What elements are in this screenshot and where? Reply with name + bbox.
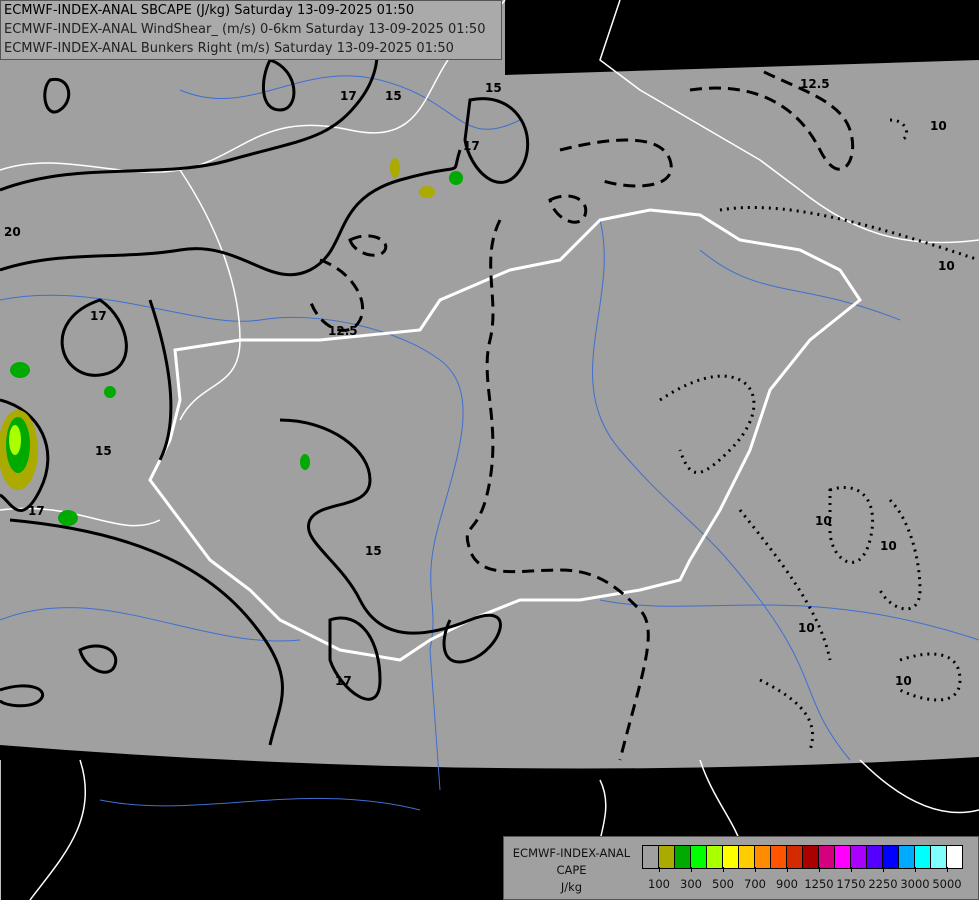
contour-label: 17 [340, 89, 357, 103]
contour-label: 15 [95, 444, 112, 458]
legend-swatch [803, 846, 819, 868]
contour-label: 10 [880, 539, 897, 553]
legend-unit: J/kg [560, 880, 583, 894]
legend-swatch [851, 846, 867, 868]
dotted-contours [659, 118, 979, 751]
title-sbcape: ECMWF-INDEX-ANAL SBCAPE (J/kg) Saturday … [4, 3, 415, 18]
legend-swatch [659, 846, 675, 868]
windshear-contours [0, 9, 530, 746]
legend-swatch [771, 846, 787, 868]
rivers [0, 75, 979, 811]
legend-tick [787, 867, 788, 872]
title-windshear: ECMWF-INDEX-ANAL WindShear_ (m/s) 0-6km … [4, 22, 486, 37]
legend-swatch [739, 846, 755, 868]
legend-tick [851, 867, 852, 872]
contour-label: 10 [938, 259, 955, 273]
legend-title: ECMWF-INDEX-ANAL CAPE J/kg [504, 845, 639, 896]
contour-label: 17 [90, 309, 107, 323]
legend-title-source: ECMWF-INDEX-ANAL [512, 846, 631, 860]
legend-swatch [947, 846, 962, 868]
cape-legend: ECMWF-INDEX-ANAL CAPE J/kg 100 300 500 700 9… [503, 836, 979, 900]
contour-label: 20 [4, 225, 21, 239]
legend-swatch [675, 846, 691, 868]
legend-swatch [819, 846, 835, 868]
contour-label: 10 [815, 514, 832, 528]
legend-tick-label: 300 [680, 877, 702, 891]
legend-swatch [915, 846, 931, 868]
legend-swatch [931, 846, 947, 868]
legend-tick-label: 500 [712, 877, 734, 891]
contour-label: 12.5 [328, 324, 358, 338]
map-header: ECMWF-INDEX-ANAL SBCAPE (J/kg) Saturday … [0, 0, 502, 60]
legend-title-variable: CAPE [556, 863, 587, 877]
legend-tick-label: 900 [776, 877, 798, 891]
legend-swatch [787, 846, 803, 868]
legend-swatch [899, 846, 915, 868]
contour-labels: 17 15 15 17 20 17 15 15 17 17 12.5 12.5 … [4, 77, 955, 688]
contour-label: 10 [895, 674, 912, 688]
legend-tick [883, 867, 884, 872]
contour-label: 12.5 [800, 77, 830, 91]
contour-label: 15 [365, 544, 382, 558]
legend-tick [819, 867, 820, 872]
contour-label: 10 [930, 119, 947, 133]
legend-swatch [691, 846, 707, 868]
dashed-contours [308, 68, 855, 761]
legend-swatch [835, 846, 851, 868]
legend-swatch [867, 846, 883, 868]
legend-tick [755, 867, 756, 872]
legend-ticks: 100 300 500 700 900 1250 1750 2250 3000 5000 [642, 867, 972, 897]
legend-tick [723, 867, 724, 872]
legend-tick-label: 700 [744, 877, 766, 891]
legend-swatch [723, 846, 739, 868]
legend-tick [691, 867, 692, 872]
legend-colorbar [642, 845, 963, 869]
legend-tick-label: 1750 [836, 877, 866, 891]
legend-tick [659, 867, 660, 872]
model-domain [0, 0, 979, 769]
legend-swatch [883, 846, 899, 868]
contour-label: 17 [463, 139, 480, 153]
legend-swatch [707, 846, 723, 868]
contour-label: 10 [798, 621, 815, 635]
contour-label: 15 [385, 89, 402, 103]
legend-tick [915, 867, 916, 872]
legend-tick-label: 5000 [932, 877, 962, 891]
legend-tick-label: 3000 [900, 877, 930, 891]
legend-tick-label: 1250 [804, 877, 834, 891]
cape-shading [0, 158, 463, 526]
legend-swatch [755, 846, 771, 868]
legend-tick [947, 867, 948, 872]
legend-tick-label: 2250 [868, 877, 898, 891]
title-bunkers: ECMWF-INDEX-ANAL Bunkers Right (m/s) Sat… [4, 41, 454, 56]
contour-label: 15 [485, 81, 502, 95]
contour-label: 17 [335, 674, 352, 688]
contour-label: 17 [28, 504, 45, 518]
legend-tick-label: 100 [648, 877, 670, 891]
hungary-border [148, 208, 863, 662]
legend-swatch [643, 846, 659, 868]
